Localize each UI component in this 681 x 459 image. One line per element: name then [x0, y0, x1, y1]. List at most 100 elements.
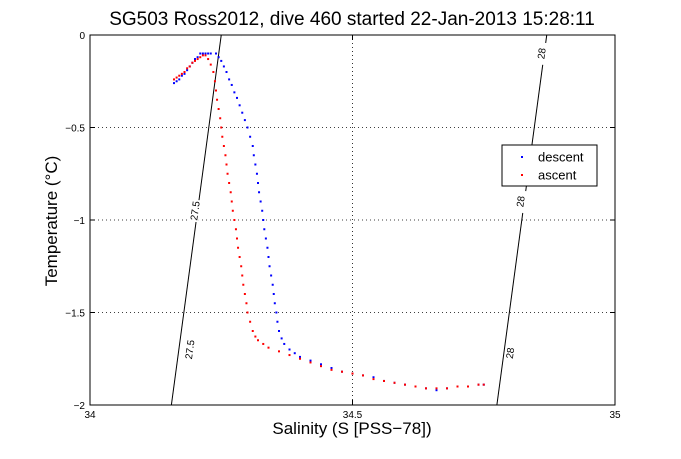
contour-label-bg: [535, 41, 548, 66]
descent-point: [293, 352, 296, 355]
descent-point: [283, 342, 286, 345]
y-tick-label: −0.5: [65, 124, 85, 135]
ascent-point: [330, 368, 333, 371]
descent-point: [255, 172, 258, 175]
descent-point: [220, 59, 223, 62]
contour-label-bg: [503, 341, 517, 365]
ascent-point: [243, 293, 246, 295]
ascent-point: [222, 145, 225, 147]
descent-point: [215, 52, 217, 55]
ascent-point: [221, 135, 224, 138]
descent-point: [259, 200, 262, 203]
series-descent: [173, 52, 485, 392]
legend: descent ascent: [501, 144, 598, 187]
descent-point: [236, 96, 238, 99]
descent-point: [173, 82, 175, 85]
descent-point: [257, 182, 259, 184]
chart-title: SG503 Ross2012, dive 460 started 22-Jan-…: [109, 9, 595, 30]
ascent-point: [245, 302, 248, 305]
descent-point: [263, 228, 266, 231]
ascent-point: [204, 54, 207, 57]
ascent-point: [191, 61, 194, 64]
ascent-point: [383, 379, 385, 382]
descent-point: [249, 135, 252, 138]
descent-point: [196, 56, 199, 59]
descent-point: [194, 58, 196, 61]
descent-point: [199, 52, 202, 55]
descent-point: [228, 78, 231, 81]
ascent-point: [234, 228, 237, 231]
descent-point: [266, 246, 269, 249]
descent-point: [271, 283, 274, 286]
ascent-point: [425, 387, 427, 390]
descent-point: [183, 72, 186, 75]
descent-point: [278, 330, 280, 332]
legend-marker-descent: [521, 156, 523, 158]
descent-point: [243, 119, 246, 122]
descent-point: [272, 293, 275, 295]
descent-point: [209, 52, 212, 55]
descent-point: [186, 69, 189, 72]
ascent-point: [288, 354, 291, 357]
ascent-point: [233, 219, 236, 221]
descent-point: [204, 52, 207, 55]
descent-point: [275, 311, 278, 314]
x-tick-label: 34: [84, 410, 96, 421]
descent-point: [330, 367, 333, 369]
descent-point: [175, 80, 178, 83]
descent-point: [252, 154, 255, 157]
grid: [89, 34, 616, 406]
ascent-point: [236, 237, 238, 240]
ascent-point: [213, 80, 216, 83]
contour-label-bg: [514, 189, 527, 214]
descent-point: [262, 219, 265, 221]
ascent-point: [267, 346, 270, 349]
descent-point: [246, 126, 249, 129]
descent-point: [276, 320, 279, 323]
descent-point: [222, 65, 225, 68]
ascent-point: [242, 283, 245, 286]
ascent-point: [477, 383, 480, 386]
ascent-point: [178, 74, 181, 77]
legend-label-descent: descent: [538, 150, 584, 165]
ascent-point: [351, 372, 354, 375]
ascent-point: [362, 374, 364, 377]
y-tick-label: −1: [74, 216, 86, 227]
descent-point: [372, 376, 375, 379]
descent-point: [320, 363, 322, 366]
descent-point: [180, 74, 183, 77]
ascent-point: [249, 320, 252, 323]
ascent-point: [320, 365, 322, 368]
ascent-point: [237, 246, 240, 249]
ascent-point: [251, 330, 254, 332]
y-tick-label: −2: [74, 401, 86, 412]
ascent-point: [188, 65, 191, 68]
descent-point: [238, 104, 241, 107]
ascent-point: [186, 67, 189, 70]
ascent-point: [254, 335, 257, 338]
density-contour-line: [496, 34, 548, 406]
ascent-point: [215, 89, 217, 92]
ascent-point: [183, 71, 186, 73]
ascent-point: [173, 78, 175, 81]
ascent-point: [199, 56, 202, 59]
descent-point: [288, 348, 291, 351]
descent-point: [178, 78, 181, 81]
ascent-point: [482, 383, 485, 386]
ascent-point: [220, 126, 223, 129]
ascent-point: [262, 342, 265, 345]
ascent-point: [219, 117, 222, 120]
y-axis-label: Temperature (°C): [42, 156, 61, 287]
descent-point: [309, 359, 312, 362]
ascent-point: [228, 182, 231, 184]
descent-point: [254, 163, 257, 166]
legend-marker-ascent: [521, 174, 523, 176]
ascent-point: [414, 385, 417, 388]
ascent-point: [201, 54, 204, 57]
legend-label-ascent: ascent: [538, 168, 577, 183]
y-tick-label: 0: [79, 31, 85, 42]
density-contour-label: 28: [536, 47, 548, 60]
ascent-point: [216, 98, 219, 101]
descent-point: [207, 52, 210, 55]
